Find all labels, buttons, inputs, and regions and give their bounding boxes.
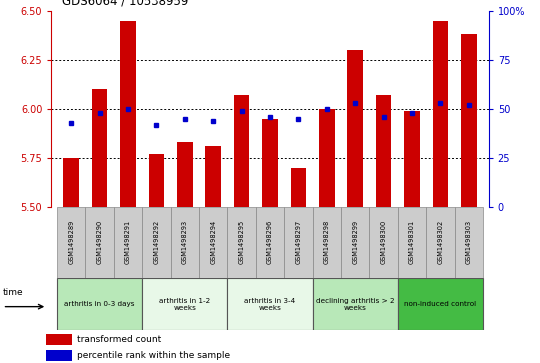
Text: GSM1498301: GSM1498301 [409,220,415,264]
Text: time: time [3,288,23,297]
Text: GSM1498293: GSM1498293 [182,220,188,264]
Bar [398,207,426,278]
Text: transformed count: transformed count [77,335,161,344]
Text: GSM1498289: GSM1498289 [68,220,74,264]
Text: arthritis in 3-4
weeks: arthritis in 3-4 weeks [245,298,295,310]
Bar [227,207,256,278]
Text: arthritis in 0-3 days: arthritis in 0-3 days [64,301,135,307]
Bar [177,142,193,207]
Bar [171,207,199,278]
Bar [57,278,142,330]
Bar [92,89,107,207]
Text: GSM1498295: GSM1498295 [239,220,245,264]
Bar [347,50,363,207]
Text: GDS6064 / 10538959: GDS6064 / 10538959 [62,0,188,7]
Text: GSM1498300: GSM1498300 [381,220,387,264]
Bar [313,207,341,278]
Bar [433,21,448,207]
Bar [256,207,284,278]
Text: GSM1498302: GSM1498302 [437,220,443,264]
Text: GSM1498298: GSM1498298 [324,220,330,264]
Bar [262,119,278,207]
Bar [46,334,72,345]
Text: GSM1498299: GSM1498299 [352,220,358,264]
Text: arthritis in 1-2
weeks: arthritis in 1-2 weeks [159,298,211,310]
Bar [455,207,483,278]
Bar [227,278,313,330]
Bar [57,207,85,278]
Bar [63,158,79,207]
Bar [426,207,455,278]
Bar [142,278,227,330]
Text: GSM1498303: GSM1498303 [466,220,472,264]
Text: GSM1498296: GSM1498296 [267,220,273,264]
Text: GSM1498291: GSM1498291 [125,220,131,264]
Text: GSM1498294: GSM1498294 [210,220,216,264]
Bar [114,207,142,278]
Text: GSM1498292: GSM1498292 [153,220,159,264]
Bar [313,278,398,330]
Bar [291,168,306,207]
Bar [199,207,227,278]
Bar [85,207,114,278]
Bar [341,207,369,278]
Bar [46,350,72,362]
Text: percentile rank within the sample: percentile rank within the sample [77,351,230,360]
Bar [319,109,335,207]
Bar [461,34,477,207]
Bar [404,111,420,207]
Bar [398,278,483,330]
Text: GSM1498290: GSM1498290 [97,220,103,264]
Bar [142,207,171,278]
Bar [376,95,392,207]
Text: declining arthritis > 2
weeks: declining arthritis > 2 weeks [316,298,395,310]
Bar [369,207,398,278]
Bar [234,95,249,207]
Bar [120,21,136,207]
Text: GSM1498297: GSM1498297 [295,220,301,264]
Bar [205,146,221,207]
Text: non-induced control: non-induced control [404,301,476,307]
Bar [284,207,313,278]
Bar [148,154,164,207]
